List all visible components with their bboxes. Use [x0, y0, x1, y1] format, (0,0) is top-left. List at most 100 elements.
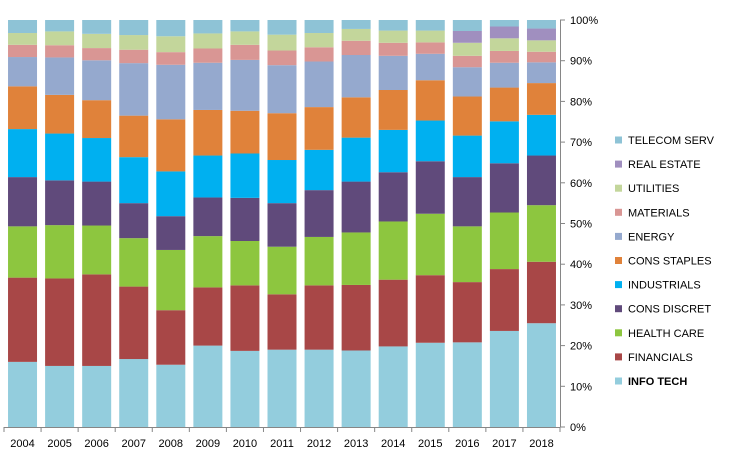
- legend-swatch-real-estate: [615, 160, 622, 168]
- legend-label-financials: FINANCIALS: [628, 352, 693, 364]
- bar-segment-utilities-2007: [119, 35, 149, 50]
- bar-segment-telecom-serv-2005: [45, 20, 75, 32]
- legend-swatch-info-tech: [615, 377, 622, 385]
- bar-segment-financials-2005: [45, 278, 75, 366]
- bar-segment-energy-2017: [489, 62, 519, 88]
- y-tick-label: 70%: [570, 137, 592, 149]
- bar-segment-materials-2007: [119, 49, 149, 64]
- bar-segment-industrials-2014: [378, 129, 408, 173]
- bar-segment-cons-discret-2012: [304, 190, 334, 237]
- bar-segment-cons-staples-2014: [378, 90, 408, 130]
- x-tick-label: 2006: [84, 438, 108, 450]
- bar-segment-info-tech-2006: [82, 365, 112, 427]
- bar-segment-cons-staples-2006: [82, 100, 112, 139]
- legend-swatch-industrials: [615, 281, 622, 289]
- legend-label-energy: ENERGY: [628, 231, 675, 243]
- bar-segment-materials-2013: [341, 40, 371, 56]
- bar-segment-cons-staples-2010: [230, 110, 260, 154]
- bar-segment-materials-2009: [193, 48, 223, 63]
- bar-segment-industrials-2004: [8, 129, 38, 178]
- bar-segment-energy-2007: [119, 63, 149, 116]
- bar-segment-energy-2010: [230, 59, 260, 111]
- bar-segment-financials-2007: [119, 286, 149, 360]
- x-tick-label: 2011: [270, 438, 294, 450]
- bar-segment-health-care-2017: [489, 212, 519, 270]
- bar-segment-cons-staples-2016: [452, 96, 482, 136]
- bar-segment-health-care-2015: [415, 213, 445, 276]
- bar-segment-info-tech-2007: [119, 359, 149, 427]
- bar-segment-utilities-2010: [230, 31, 260, 45]
- bar-segment-industrials-2016: [452, 135, 482, 178]
- bar-segment-telecom-serv-2010: [230, 20, 260, 32]
- legend-swatch-financials: [615, 353, 622, 361]
- bar-segment-energy-2014: [378, 55, 408, 91]
- bar-segment-materials-2014: [378, 42, 408, 56]
- bar-segment-industrials-2011: [267, 160, 297, 204]
- bar-segment-info-tech-2010: [230, 350, 260, 427]
- bar-segment-cons-staples-2011: [267, 113, 297, 161]
- x-tick-label: 2015: [418, 438, 442, 450]
- bar-segment-industrials-2017: [489, 121, 519, 164]
- x-tick-label: 2014: [381, 438, 405, 450]
- legend-label-industrials: INDUSTRIALS: [628, 280, 701, 292]
- bar-segment-real-estate-2017: [489, 26, 519, 39]
- legend-label-real-estate: REAL ESTATE: [628, 159, 701, 171]
- bar-segment-utilities-2013: [341, 28, 371, 41]
- bar-segment-financials-2004: [8, 277, 38, 362]
- bar-segment-utilities-2015: [415, 30, 445, 43]
- bar-segment-cons-discret-2005: [45, 180, 75, 226]
- bar-segment-cons-discret-2009: [193, 197, 223, 237]
- bar-segment-cons-staples-2007: [119, 115, 149, 158]
- bar-segment-materials-2004: [8, 44, 38, 58]
- bar-segment-health-care-2006: [82, 225, 112, 275]
- bar-segment-health-care-2004: [8, 226, 38, 278]
- bar-segment-energy-2016: [452, 67, 482, 97]
- bar-segment-health-care-2014: [378, 221, 408, 280]
- bar-segment-telecom-serv-2013: [341, 20, 371, 29]
- bar-segment-energy-2013: [341, 55, 371, 98]
- bar-segment-health-care-2007: [119, 238, 149, 287]
- bar-segment-utilities-2006: [82, 33, 112, 49]
- legend-label-info-tech: INFO TECH: [628, 376, 687, 388]
- legend: TELECOM SERV REAL ESTATE UTILITIES MATERIAL…: [615, 135, 715, 388]
- bar-segment-info-tech-2017: [489, 330, 519, 427]
- bar-segment-info-tech-2014: [378, 346, 408, 427]
- x-tick-label: 2007: [121, 438, 145, 450]
- bar-segment-info-tech-2016: [452, 342, 482, 427]
- bar-segment-utilities-2005: [45, 31, 75, 46]
- y-tick-label: 30%: [570, 300, 592, 312]
- x-tick-label: 2016: [455, 438, 479, 450]
- bars-group: [8, 20, 556, 427]
- bar-segment-industrials-2008: [156, 171, 186, 217]
- bar-segment-info-tech-2011: [267, 349, 297, 427]
- bar-segment-materials-2008: [156, 52, 186, 65]
- bar-segment-industrials-2006: [82, 138, 112, 182]
- bar-segment-cons-discret-2017: [489, 163, 519, 213]
- bar-segment-utilities-2012: [304, 33, 334, 48]
- bar-segment-health-care-2010: [230, 241, 260, 286]
- bar-segment-materials-2015: [415, 42, 445, 54]
- bar-segment-cons-staples-2012: [304, 107, 334, 150]
- bar-segment-cons-staples-2008: [156, 119, 186, 172]
- bar-segment-financials-2015: [415, 275, 445, 343]
- bar-segment-cons-discret-2007: [119, 203, 149, 239]
- bar-segment-industrials-2007: [119, 157, 149, 204]
- legend-label-telecom-serv: TELECOM SERV: [628, 135, 715, 147]
- bar-segment-energy-2009: [193, 62, 223, 110]
- bar-segment-cons-discret-2014: [378, 172, 408, 222]
- bar-segment-materials-2012: [304, 47, 334, 62]
- bar-segment-cons-staples-2018: [526, 83, 556, 115]
- bar-segment-cons-discret-2008: [156, 216, 186, 250]
- x-tick-label: 2017: [492, 438, 516, 450]
- x-tick-label: 2008: [159, 438, 183, 450]
- bar-segment-financials-2009: [193, 287, 223, 346]
- bar-segment-materials-2018: [526, 51, 556, 63]
- bar-segment-financials-2008: [156, 310, 186, 365]
- bar-segment-cons-staples-2017: [489, 87, 519, 122]
- bar-segment-health-care-2005: [45, 225, 75, 279]
- legend-swatch-utilities: [615, 184, 622, 192]
- y-tick-label: 100%: [570, 15, 598, 27]
- bar-segment-financials-2011: [267, 294, 297, 350]
- bar-segment-real-estate-2018: [526, 28, 556, 41]
- x-tick-label: 2018: [529, 438, 553, 450]
